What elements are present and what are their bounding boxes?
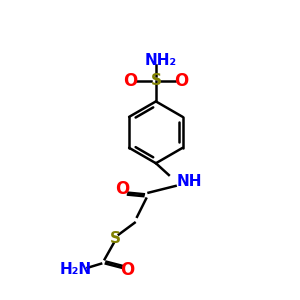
Text: O: O bbox=[115, 180, 129, 198]
Text: S: S bbox=[150, 73, 161, 88]
Text: O: O bbox=[121, 260, 135, 278]
Text: NH: NH bbox=[177, 174, 203, 189]
Text: H₂N: H₂N bbox=[60, 262, 92, 277]
Text: S: S bbox=[110, 230, 121, 245]
Text: O: O bbox=[123, 72, 138, 90]
Text: NH₂: NH₂ bbox=[144, 53, 176, 68]
Text: O: O bbox=[174, 72, 188, 90]
